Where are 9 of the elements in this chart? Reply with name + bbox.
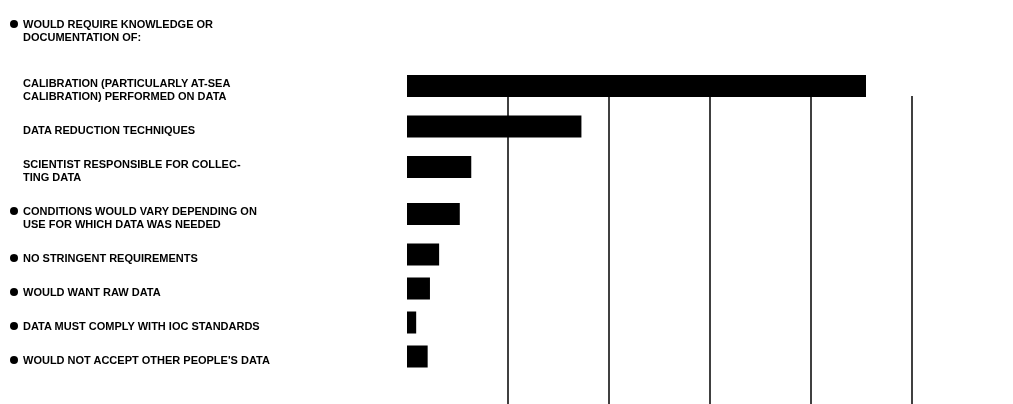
y-tick-label: DATA MUST COMPLY WITH IOC STANDARDS <box>23 320 260 332</box>
y-tick-label: WOULD NOT ACCEPT OTHER PEOPLE'S DATA <box>23 354 270 366</box>
text: WOULD REQUIRE KNOWLEDGE OR DOCUMENTATION OF: <box>23 18 214 43</box>
y-tick-label: CALIBRATION (PARTICULARLY AT-SEA CALIBRATION) PERFORMED ON DATA <box>23 77 231 102</box>
y-tick-label: SCIENTIST RESPONSIBLE FOR COLLEC-TING DATA <box>23 158 241 183</box>
y-tick-label: NO STRINGENT REQUIREMENTS <box>23 252 198 264</box>
y-tick-label: CONDITIONS WOULD VARY DEPENDING ON USE FOR WHICH DATA WAS NEEDED <box>23 205 257 230</box>
y-tick-label: DATA REDUCTION TECHNIQUES <box>23 124 196 136</box>
y-tick-label: WOULD WANT RAW DATA <box>23 286 161 298</box>
